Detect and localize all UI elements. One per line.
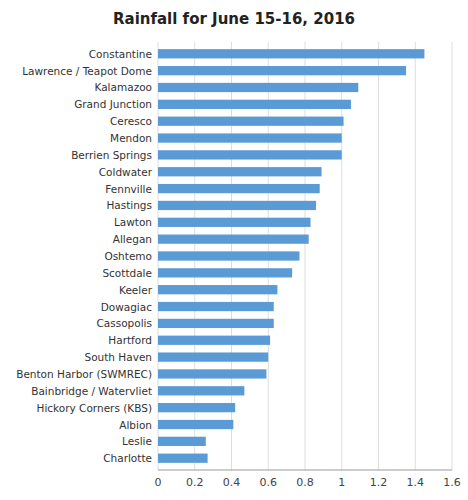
category-label: Benton Harbor (SWMREC)	[16, 368, 152, 380]
bar	[158, 117, 344, 126]
bar	[158, 100, 351, 109]
bar	[158, 66, 406, 75]
tick-label: 0.6	[260, 476, 278, 489]
category-label: Coldwater	[99, 166, 153, 178]
category-label: Dowagiac	[101, 301, 153, 313]
bar	[158, 302, 274, 311]
tick-label: 1	[338, 476, 345, 489]
bar	[158, 83, 358, 92]
category-label: Bainbridge / Watervliet	[31, 385, 152, 397]
bar	[158, 285, 277, 294]
bar	[158, 403, 235, 412]
tick-label: 1.6	[443, 476, 461, 489]
tick-label: 0	[155, 476, 162, 489]
bar	[158, 420, 233, 429]
bar	[158, 201, 316, 210]
category-label: Albion	[119, 419, 152, 431]
chart-container: 0 0.2 0.4 0.6 0.8 1 1.2 1.4 1.6 Charlotte Leslie Al…	[0, 0, 468, 500]
category-label: Kalamazoo	[94, 81, 152, 93]
bar	[158, 167, 322, 176]
category-label: Charlotte	[103, 452, 152, 464]
bar	[158, 184, 320, 193]
grid-line	[378, 42, 379, 470]
grid-line	[415, 42, 416, 470]
bar	[158, 437, 206, 446]
category-label: Lawton	[114, 216, 152, 228]
bar	[158, 454, 208, 463]
grid-line	[452, 42, 453, 470]
category-label: Scottdale	[102, 267, 152, 279]
category-label: Lawrence / Teapot Dome	[22, 65, 152, 77]
category-label: Grand Junction	[74, 98, 152, 110]
title: Rainfall for June 15-16, 2016	[113, 10, 355, 28]
bar	[158, 336, 270, 345]
category-label: Hartford	[108, 334, 152, 346]
bar	[158, 251, 299, 260]
x-axis-line	[158, 470, 452, 471]
tick-label: 0.2	[186, 476, 204, 489]
category-label: Hastings	[106, 199, 152, 211]
category-label: Constantine	[89, 48, 152, 60]
category-label: Oshtemo	[104, 250, 152, 262]
category-label: Berrien Springs	[71, 149, 152, 161]
bar	[158, 49, 424, 58]
category-label: South Haven	[84, 351, 152, 363]
category-label: Keeler	[119, 284, 153, 296]
bars	[158, 49, 424, 463]
bar	[158, 268, 292, 277]
tick-label: 1.2	[370, 476, 388, 489]
bar	[158, 133, 342, 142]
bar	[158, 386, 244, 395]
category-label: Mendon	[110, 132, 152, 144]
bar	[158, 235, 309, 244]
category-label: Leslie	[122, 435, 152, 447]
category-label: Allegan	[113, 233, 152, 245]
bar	[158, 352, 268, 361]
bar	[158, 218, 311, 227]
tick-label: 1.4	[407, 476, 425, 489]
grid	[158, 42, 452, 470]
category-label: Fennville	[105, 183, 152, 195]
category-label: Hickory Corners (KBS)	[37, 402, 152, 414]
tick-label: 0.8	[296, 476, 314, 489]
chart: 0 0.2 0.4 0.6 0.8 1 1.2 1.4 1.6 Charlotte Leslie Al…	[0, 0, 468, 500]
category-label: Cassopolis	[96, 317, 152, 329]
category-label: Ceresco	[110, 115, 152, 127]
bar	[158, 369, 266, 378]
tick-label: 0.4	[223, 476, 241, 489]
bar	[158, 319, 274, 328]
bar	[158, 150, 342, 159]
